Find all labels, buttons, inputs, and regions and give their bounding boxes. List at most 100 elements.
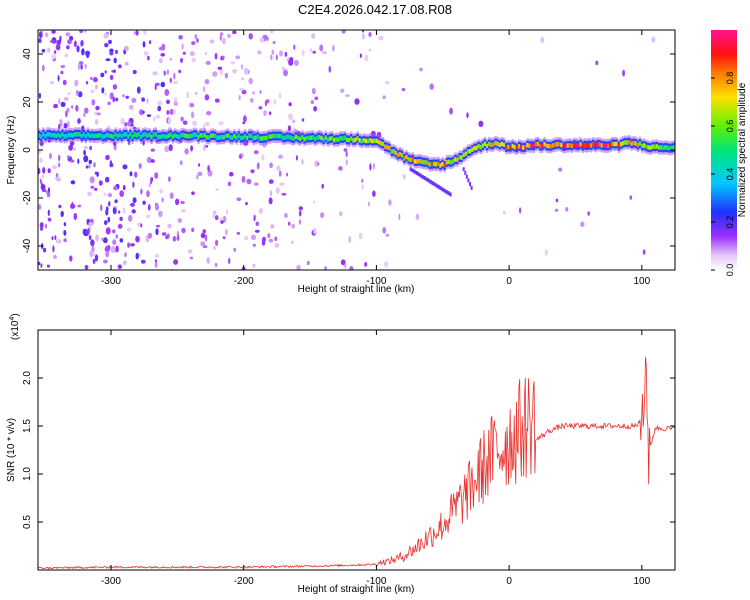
ridge-core [660,145,663,150]
snr-multiplier: (x104) [9,313,21,340]
noise-speck [69,255,73,262]
noise-speck [132,197,137,204]
ridge-core [641,143,644,149]
noise-speck [45,190,49,195]
noise-speck [83,155,89,163]
noise-speck [154,261,158,269]
ridge-core [638,141,642,146]
noise-speck [283,69,288,77]
noise-speck [273,99,277,105]
noise-speck [189,103,195,108]
ridge-core [668,146,671,151]
noise-speck [156,224,160,228]
noise-speck [288,102,292,107]
ridge-core [59,133,62,139]
ridge-tail [427,178,430,183]
noise-speck [358,232,363,240]
ridge-core [97,133,100,138]
ridge-core [513,144,516,150]
noise-speck [160,81,166,88]
ridge-core [371,138,374,144]
noise-speck [124,252,127,258]
ridge-tail [465,174,468,179]
ridge-core [507,144,510,150]
noise-speck [205,60,211,65]
ridge-core [57,132,60,138]
ridge-core [337,137,340,142]
ridge-core [95,133,98,138]
ridge-core [617,143,620,149]
noise-speck [368,32,372,37]
noise-speck [40,184,46,191]
ridge-core [292,136,296,141]
noise-speck [236,231,241,235]
noise-speck [253,182,259,186]
noise-speck [93,187,98,191]
noise-speck [40,263,43,268]
ridge-core [581,143,584,149]
noise-speck [221,55,225,60]
noise-speck [200,241,206,247]
noise-speck [92,258,96,264]
noise-speck [466,112,469,119]
ridge-core [413,159,417,164]
ridge-core [101,134,104,139]
ridge-core [207,135,211,140]
noise-speck [228,257,231,264]
noise-speck [122,164,128,170]
ridge-core [195,132,198,137]
noise-speck [295,155,298,161]
ridge-core [658,145,661,150]
noise-speck [180,116,184,122]
ridge-core [241,135,245,140]
ridge-core [390,149,393,154]
noise-speck [190,111,195,119]
noise-speck [39,178,42,184]
noise-speck [274,236,278,242]
noise-speck [83,112,86,118]
ridge-core [229,135,232,140]
noise-speck [196,174,199,180]
ridge-core [430,162,434,167]
noise-speck [345,94,350,98]
x-tick-label: -100 [366,276,386,287]
noise-speck [181,208,186,213]
ridge-core [405,154,408,160]
noise-speck [59,35,62,42]
noise-speck [189,256,194,260]
ridge-core [105,132,109,137]
noise-speck [217,66,223,70]
noise-speck [278,154,283,159]
noise-speck [642,249,646,255]
ridge-core [137,132,141,137]
ridge-tail [413,169,416,174]
noise-speck [166,110,170,115]
noise-speck [262,34,268,39]
noise-speck [269,162,273,169]
noise-speck [179,160,183,166]
noise-speck [58,97,61,105]
ridge-core [399,151,402,157]
noise-speck [67,39,72,45]
noise-speck [148,204,151,211]
noise-speck [313,200,316,204]
ridge-core [530,143,533,148]
noise-speck [130,243,135,247]
noise-speck [267,233,271,239]
noise-speck [218,121,224,126]
ridge-core [148,132,151,138]
noise-speck [153,116,156,122]
noise-speck [402,173,406,180]
ridge-core [653,144,657,149]
noise-speck [388,199,392,206]
noise-speck [554,208,559,212]
ridge-core [345,137,349,142]
noise-speck [104,245,110,253]
ridge-core [401,153,404,158]
ridge-core [564,143,567,149]
noise-speck [95,105,100,111]
noise-speck [109,160,112,167]
noise-speck [209,39,215,44]
ridge-core [280,134,283,139]
noise-speck [239,87,245,91]
